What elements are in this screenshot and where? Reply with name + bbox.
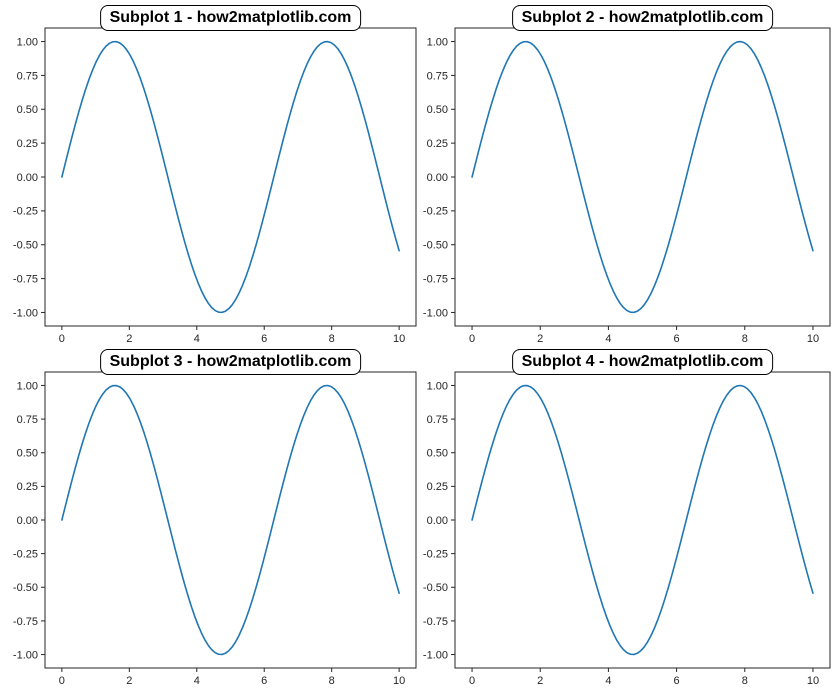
y-tick-label: 0.25 bbox=[17, 481, 38, 493]
subplot-3-title: Subplot 3 - how2matplotlib.com bbox=[99, 349, 362, 375]
x-tick-label: 4 bbox=[605, 675, 611, 687]
subplot-3: 0 2 4 6 8 10 -1.00 -0.75 -0.50 -0.25 0.00 0.25 0.50 0… bbox=[0, 349, 420, 700]
subplot-4-axes: 0 2 4 6 8 10 -1.00 -0.75 -0.50 -0.25 0.00 0.25 0.50 0… bbox=[423, 371, 831, 687]
x-tick-label: 2 bbox=[126, 333, 132, 345]
x-tick-label: 6 bbox=[261, 333, 267, 345]
x-tick-label: 2 bbox=[537, 675, 543, 687]
x-tick-label: 8 bbox=[329, 333, 335, 345]
subplot-3-axes: 0 2 4 6 8 10 -1.00 -0.75 -0.50 -0.25 0.00 0.25 0.50 0… bbox=[13, 371, 417, 687]
x-tick-label: 8 bbox=[329, 675, 335, 687]
y-tick-label: 0.00 bbox=[427, 515, 448, 527]
y-tick-label: 0.25 bbox=[17, 138, 38, 150]
y-tick-label: 0.50 bbox=[17, 448, 38, 460]
x-tick-label: 0 bbox=[59, 675, 65, 687]
x-tick-label: 4 bbox=[194, 675, 200, 687]
axes-frame bbox=[454, 27, 831, 327]
y-tick-label: -0.25 bbox=[13, 548, 38, 560]
y-tick-label: -0.50 bbox=[13, 240, 38, 252]
x-tick-label: 6 bbox=[261, 675, 267, 687]
y-tick-label: 0.50 bbox=[427, 104, 448, 116]
y-tick-label: 0.25 bbox=[427, 481, 448, 493]
x-tick-label: 4 bbox=[605, 333, 611, 345]
subplot-2-title: Subplot 2 - how2matplotlib.com bbox=[511, 5, 774, 31]
x-tick-label: 2 bbox=[537, 333, 543, 345]
sine-curve bbox=[61, 384, 400, 656]
y-tick-label: -0.75 bbox=[13, 616, 38, 628]
y-tick-label: -1.00 bbox=[13, 649, 38, 661]
subplot-2: 0 2 4 6 8 10 -1.00 -0.75 -0.50 -0.25 0.00 0.25 0.50 0… bbox=[420, 0, 840, 350]
sine-curve bbox=[61, 40, 400, 314]
x-tick-label: 6 bbox=[674, 333, 680, 345]
y-tick-label: -0.25 bbox=[423, 206, 448, 218]
y-tick-label: 0.75 bbox=[427, 414, 448, 426]
y-tick-label: -1.00 bbox=[13, 307, 38, 319]
subplot-1-axes: 0 2 4 6 8 10 -1.00 -0.75 -0.50 -0.25 0.00 0.25 0.50 0… bbox=[13, 27, 417, 345]
y-tick-label: 1.00 bbox=[17, 36, 38, 48]
y-tick-label: 0.50 bbox=[17, 104, 38, 116]
subplot-1: 0 2 4 6 8 10 -1.00 -0.75 -0.50 -0.25 0.00 0.25 0.50 0… bbox=[0, 0, 420, 350]
y-tick-label: 0.00 bbox=[17, 172, 38, 184]
y-tick-label: -0.50 bbox=[423, 582, 448, 594]
y-tick-label: 0.75 bbox=[17, 414, 38, 426]
x-tick-label: 8 bbox=[742, 333, 748, 345]
x-tick-label: 2 bbox=[126, 675, 132, 687]
sine-curve bbox=[471, 40, 814, 314]
sine-curve bbox=[471, 384, 814, 656]
y-tick-label: 0.50 bbox=[427, 448, 448, 460]
y-tick-label: -0.25 bbox=[13, 206, 38, 218]
y-tick-label: 1.00 bbox=[427, 36, 448, 48]
subplot-1-title: Subplot 1 - how2matplotlib.com bbox=[99, 5, 362, 31]
y-tick-label: 0.25 bbox=[427, 138, 448, 150]
x-tick-label: 0 bbox=[59, 333, 65, 345]
y-tick-label: 1.00 bbox=[17, 380, 38, 392]
y-tick-label: -0.75 bbox=[423, 273, 448, 285]
axes-frame bbox=[454, 371, 831, 669]
y-tick-label: 0.00 bbox=[427, 172, 448, 184]
y-tick-label: -1.00 bbox=[423, 307, 448, 319]
subplot-4-title: Subplot 4 - how2matplotlib.com bbox=[511, 349, 774, 375]
y-tick-label: -0.75 bbox=[13, 273, 38, 285]
axes-frame bbox=[44, 371, 417, 669]
y-tick-label: 0.75 bbox=[427, 70, 448, 82]
y-tick-label: 0.75 bbox=[17, 70, 38, 82]
x-tick-label: 10 bbox=[807, 675, 819, 687]
x-tick-label: 10 bbox=[807, 333, 819, 345]
y-tick-label: 0.00 bbox=[17, 515, 38, 527]
x-tick-label: 10 bbox=[393, 675, 405, 687]
y-tick-label: -0.50 bbox=[423, 240, 448, 252]
x-tick-label: 4 bbox=[194, 333, 200, 345]
x-tick-label: 0 bbox=[469, 333, 475, 345]
x-tick-label: 6 bbox=[674, 675, 680, 687]
y-tick-label: -0.25 bbox=[423, 548, 448, 560]
y-tick-label: -1.00 bbox=[423, 649, 448, 661]
axes-frame bbox=[44, 27, 417, 327]
x-tick-label: 10 bbox=[393, 333, 405, 345]
y-tick-label: -0.75 bbox=[423, 616, 448, 628]
subplot-2-axes: 0 2 4 6 8 10 -1.00 -0.75 -0.50 -0.25 0.00 0.25 0.50 0… bbox=[423, 27, 831, 345]
y-tick-label: -0.50 bbox=[13, 582, 38, 594]
y-tick-label: 1.00 bbox=[427, 380, 448, 392]
x-tick-label: 0 bbox=[469, 675, 475, 687]
x-tick-label: 8 bbox=[742, 675, 748, 687]
subplot-4: 0 2 4 6 8 10 -1.00 -0.75 -0.50 -0.25 0.00 0.25 0.50 0… bbox=[420, 349, 840, 700]
